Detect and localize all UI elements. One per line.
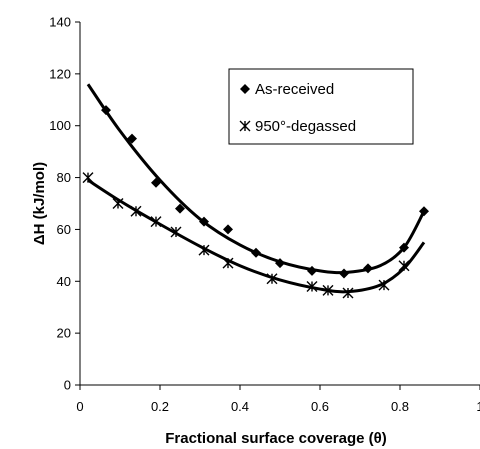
x-axis-title: Fractional surface coverage (θ) xyxy=(165,430,387,447)
y-axis-title: ΔH (kJ/mol) xyxy=(31,162,48,245)
x-tick-label: 1 xyxy=(476,399,480,414)
y-tick-label: 20 xyxy=(57,326,71,341)
data-point xyxy=(419,206,429,217)
data-point xyxy=(101,105,111,116)
data-point xyxy=(307,265,317,276)
data-point xyxy=(275,258,285,269)
legend-marker-diamond xyxy=(240,84,250,94)
data-point xyxy=(339,268,349,279)
x-tick-label: 0 xyxy=(76,399,83,414)
y-tick-label: 0 xyxy=(64,378,71,393)
y-tick-label: 140 xyxy=(49,15,71,30)
data-point xyxy=(322,284,334,296)
y-tick-label: 100 xyxy=(49,118,71,133)
legend-label-950-degassed: 950°-degassed xyxy=(255,118,356,135)
legend-box xyxy=(228,68,414,145)
data-point xyxy=(222,257,234,269)
data-point xyxy=(251,247,261,258)
data-point xyxy=(175,203,185,214)
x-tick-label: 0.8 xyxy=(391,399,409,414)
plot-area xyxy=(82,83,429,299)
x-tick-label: 0.6 xyxy=(311,399,329,414)
legend-label-as-received: As-received xyxy=(255,81,334,98)
x-tick-label: 0.4 xyxy=(231,399,249,414)
series-as-received xyxy=(86,83,429,279)
data-point xyxy=(112,198,124,209)
legend-asterisk-shape xyxy=(239,120,251,132)
data-point xyxy=(399,242,409,253)
data-point xyxy=(198,244,210,256)
data-point xyxy=(150,216,162,228)
y-tick-label: 80 xyxy=(57,170,71,185)
y-tick-label: 60 xyxy=(57,222,71,237)
legend-diamond-shape xyxy=(240,84,250,94)
data-point xyxy=(82,172,94,184)
data-point xyxy=(398,260,410,272)
trend-line xyxy=(87,178,426,294)
data-point xyxy=(127,133,137,144)
legend: As-received 950°-degassed xyxy=(228,68,414,145)
data-point xyxy=(363,263,373,274)
data-point xyxy=(266,273,278,285)
data-point xyxy=(223,224,233,235)
series-950-degassed xyxy=(82,172,426,299)
data-point xyxy=(199,216,209,227)
y-tick-label: 40 xyxy=(57,274,71,289)
data-point xyxy=(130,205,142,217)
y-tick-label: 120 xyxy=(49,66,71,81)
data-point xyxy=(151,177,161,188)
x-tick-label: 0.2 xyxy=(151,399,169,414)
data-point xyxy=(170,226,182,238)
legend-marker-asterisk xyxy=(239,120,251,132)
data-point xyxy=(306,280,318,292)
axes: 0 20 40 60 80 100 120 140 0 0.2 0.4 0.6 0.8 1 xyxy=(49,15,480,414)
data-point xyxy=(342,287,354,299)
data-point xyxy=(378,279,390,291)
